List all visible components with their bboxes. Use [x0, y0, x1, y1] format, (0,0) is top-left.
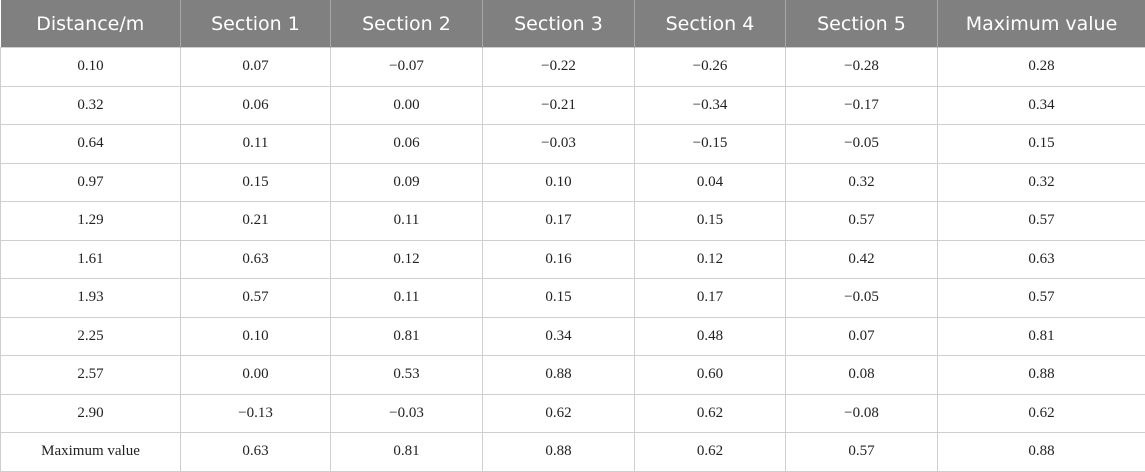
table-cell: 0.42: [785, 239, 938, 279]
table-row: 0.10 0.07 −0.07 −0.22 −0.26 −0.28 0.28: [0, 47, 1145, 87]
table-cell: 0.06: [330, 124, 483, 164]
table-cell: −0.08: [785, 393, 938, 433]
table-cell: 0.09: [330, 162, 483, 202]
table-cell: −0.17: [785, 85, 938, 125]
table-cell: 0.00: [330, 85, 483, 125]
table-cell: −0.13: [180, 393, 331, 433]
table-cell: −0.26: [634, 47, 786, 87]
table-row: 0.97 0.15 0.09 0.10 0.04 0.32 0.32: [0, 162, 1145, 202]
table-cell: 0.15: [634, 201, 786, 241]
table-cell: 0.07: [785, 316, 938, 356]
table-row: 2.57 0.00 0.53 0.88 0.60 0.08 0.88: [0, 355, 1145, 395]
header-cell: Section 2: [330, 0, 483, 48]
table-row: Maximum value 0.63 0.81 0.88 0.62 0.57 0.88: [0, 432, 1145, 472]
table-cell: 0.34: [482, 316, 635, 356]
table-row: 0.64 0.11 0.06 −0.03 −0.15 −0.05 0.15: [0, 124, 1145, 164]
header-row: Distance/m Section 1 Section 2 Section 3 Sec…: [0, 0, 1145, 48]
table-cell: 0.62: [634, 393, 786, 433]
table-row: 0.32 0.06 0.00 −0.21 −0.34 −0.17 0.34: [0, 85, 1145, 125]
table-cell: 0.00: [180, 355, 331, 395]
table-row: 2.25 0.10 0.81 0.34 0.48 0.07 0.81: [0, 316, 1145, 356]
table-cell: −0.28: [785, 47, 938, 87]
table-cell: 0.57: [785, 201, 938, 241]
table-cell: 1.61: [0, 239, 181, 279]
table-cell: 0.81: [330, 432, 483, 472]
table-cell: 0.11: [330, 201, 483, 241]
table-cell: 0.32: [937, 162, 1145, 202]
table-cell: 0.88: [937, 355, 1145, 395]
table-cell: 0.32: [785, 162, 938, 202]
table-row: 1.61 0.63 0.12 0.16 0.12 0.42 0.63: [0, 239, 1145, 279]
table-cell: 0.11: [180, 124, 331, 164]
table-row: 1.93 0.57 0.11 0.15 0.17 −0.05 0.57: [0, 278, 1145, 318]
table-cell: 0.97: [0, 162, 181, 202]
table-cell: 0.62: [482, 393, 635, 433]
table-cell: 2.90: [0, 393, 181, 433]
table-cell: −0.22: [482, 47, 635, 87]
header-cell: Section 1: [180, 0, 331, 48]
table-cell: 0.06: [180, 85, 331, 125]
header-cell: Distance/m: [0, 0, 181, 48]
table-cell: 0.17: [482, 201, 635, 241]
table-cell: 0.12: [634, 239, 786, 279]
table-cell: 0.07: [180, 47, 331, 87]
table-cell: 0.57: [180, 278, 331, 318]
header-cell: Section 4: [634, 0, 786, 48]
table-cell: 0.21: [180, 201, 331, 241]
header-cell: Section 5: [785, 0, 938, 48]
table-cell: 0.11: [330, 278, 483, 318]
table-body: 0.10 0.07 −0.07 −0.22 −0.26 −0.28 0.28 0.32 0.06…: [0, 47, 1145, 472]
table-cell: 0.63: [180, 239, 331, 279]
table-cell: 0.10: [482, 162, 635, 202]
table-cell: −0.21: [482, 85, 635, 125]
table-cell: 0.04: [634, 162, 786, 202]
table-cell: 0.63: [937, 239, 1145, 279]
table-cell: 0.62: [634, 432, 786, 472]
table-cell: 0.17: [634, 278, 786, 318]
table-cell: 0.81: [330, 316, 483, 356]
table-cell: 0.53: [330, 355, 483, 395]
table-cell: 0.15: [180, 162, 331, 202]
table-cell: 0.08: [785, 355, 938, 395]
table-cell: 0.81: [937, 316, 1145, 356]
header-cell: Maximum value: [937, 0, 1145, 48]
table-cell: 0.10: [0, 47, 181, 87]
table-cell: 0.62: [937, 393, 1145, 433]
table-cell: −0.05: [785, 278, 938, 318]
table-cell: 0.57: [785, 432, 938, 472]
table-cell: 0.28: [937, 47, 1145, 87]
table-cell: −0.15: [634, 124, 786, 164]
table-cell: 0.48: [634, 316, 786, 356]
table-cell: 0.64: [0, 124, 181, 164]
table-cell: −0.34: [634, 85, 786, 125]
table-cell: 0.88: [482, 432, 635, 472]
table-cell: 0.15: [937, 124, 1145, 164]
table-cell: 1.29: [0, 201, 181, 241]
table-cell: 0.15: [482, 278, 635, 318]
header-cell: Section 3: [482, 0, 635, 48]
table-cell: 0.34: [937, 85, 1145, 125]
table-cell: 0.63: [180, 432, 331, 472]
table-cell: 2.57: [0, 355, 181, 395]
table-cell: 0.10: [180, 316, 331, 356]
table-cell: Maximum value: [0, 432, 181, 472]
table-cell: −0.07: [330, 47, 483, 87]
table-cell: 2.25: [0, 316, 181, 356]
table-cell: −0.03: [330, 393, 483, 433]
table-row: 1.29 0.21 0.11 0.17 0.15 0.57 0.57: [0, 201, 1145, 241]
table-cell: 0.60: [634, 355, 786, 395]
table-cell: 0.57: [937, 201, 1145, 241]
table-cell: −0.05: [785, 124, 938, 164]
table-cell: 0.88: [937, 432, 1145, 472]
table-cell: 0.88: [482, 355, 635, 395]
table-row: 2.90 −0.13 −0.03 0.62 0.62 −0.08 0.62: [0, 393, 1145, 433]
table-cell: 1.93: [0, 278, 181, 318]
table-cell: 0.12: [330, 239, 483, 279]
table-cell: 0.32: [0, 85, 181, 125]
table-cell: −0.03: [482, 124, 635, 164]
table-cell: 0.57: [937, 278, 1145, 318]
table-cell: 0.16: [482, 239, 635, 279]
